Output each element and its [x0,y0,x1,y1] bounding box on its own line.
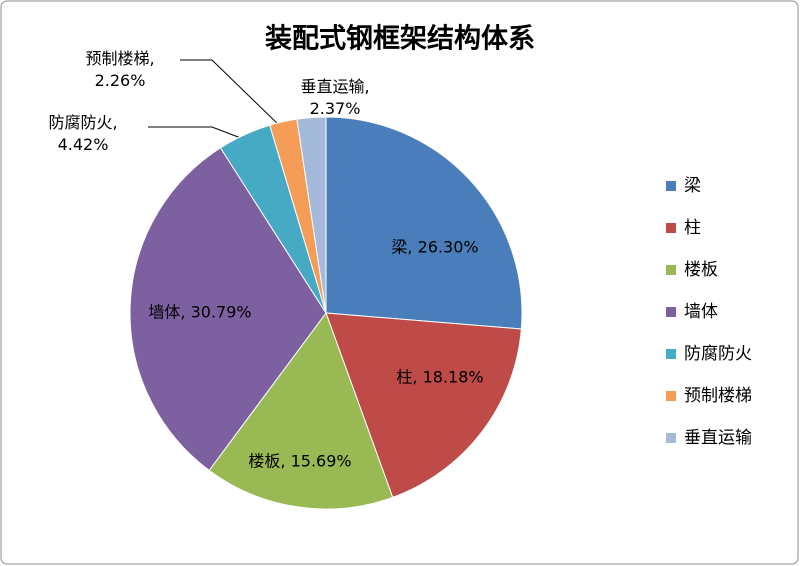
data-label: 楼板, 15.69% [248,452,351,471]
legend-swatch [666,307,676,317]
legend-swatch [666,433,676,443]
legend-label: 垂直运输 [684,428,752,448]
legend-swatch [666,349,676,359]
legend-label: 楼板 [684,260,718,280]
legend-label: 柱 [684,218,701,238]
pie-slice [325,116,523,330]
data-label: 柱, 18.18% [396,368,483,387]
legend-label: 墙体 [684,302,718,322]
legend-swatch [666,181,676,191]
legend-label: 梁 [684,176,701,196]
legend-swatch [666,391,676,401]
chart-title: 装配式钢框架结构体系 [265,24,535,55]
legend-label: 预制楼梯 [684,386,752,406]
data-label: 墙体, 30.79% [148,303,251,322]
pie-slice [325,312,522,498]
legend-swatch [666,265,676,275]
leader-line [180,59,283,129]
data-label: 防腐防火, 4.42% [48,113,118,154]
pie-slice [208,311,394,510]
legend-swatch [666,223,676,233]
data-label: 垂直运输, 2.37% [300,77,370,118]
pie-slice [296,116,327,314]
data-label: 梁, 26.30% [391,238,478,257]
data-label: 预制楼梯, 2.26% [85,49,155,90]
leader-line [148,126,247,141]
pie-slice [129,147,327,472]
legend-label: 防腐防火 [684,344,752,364]
